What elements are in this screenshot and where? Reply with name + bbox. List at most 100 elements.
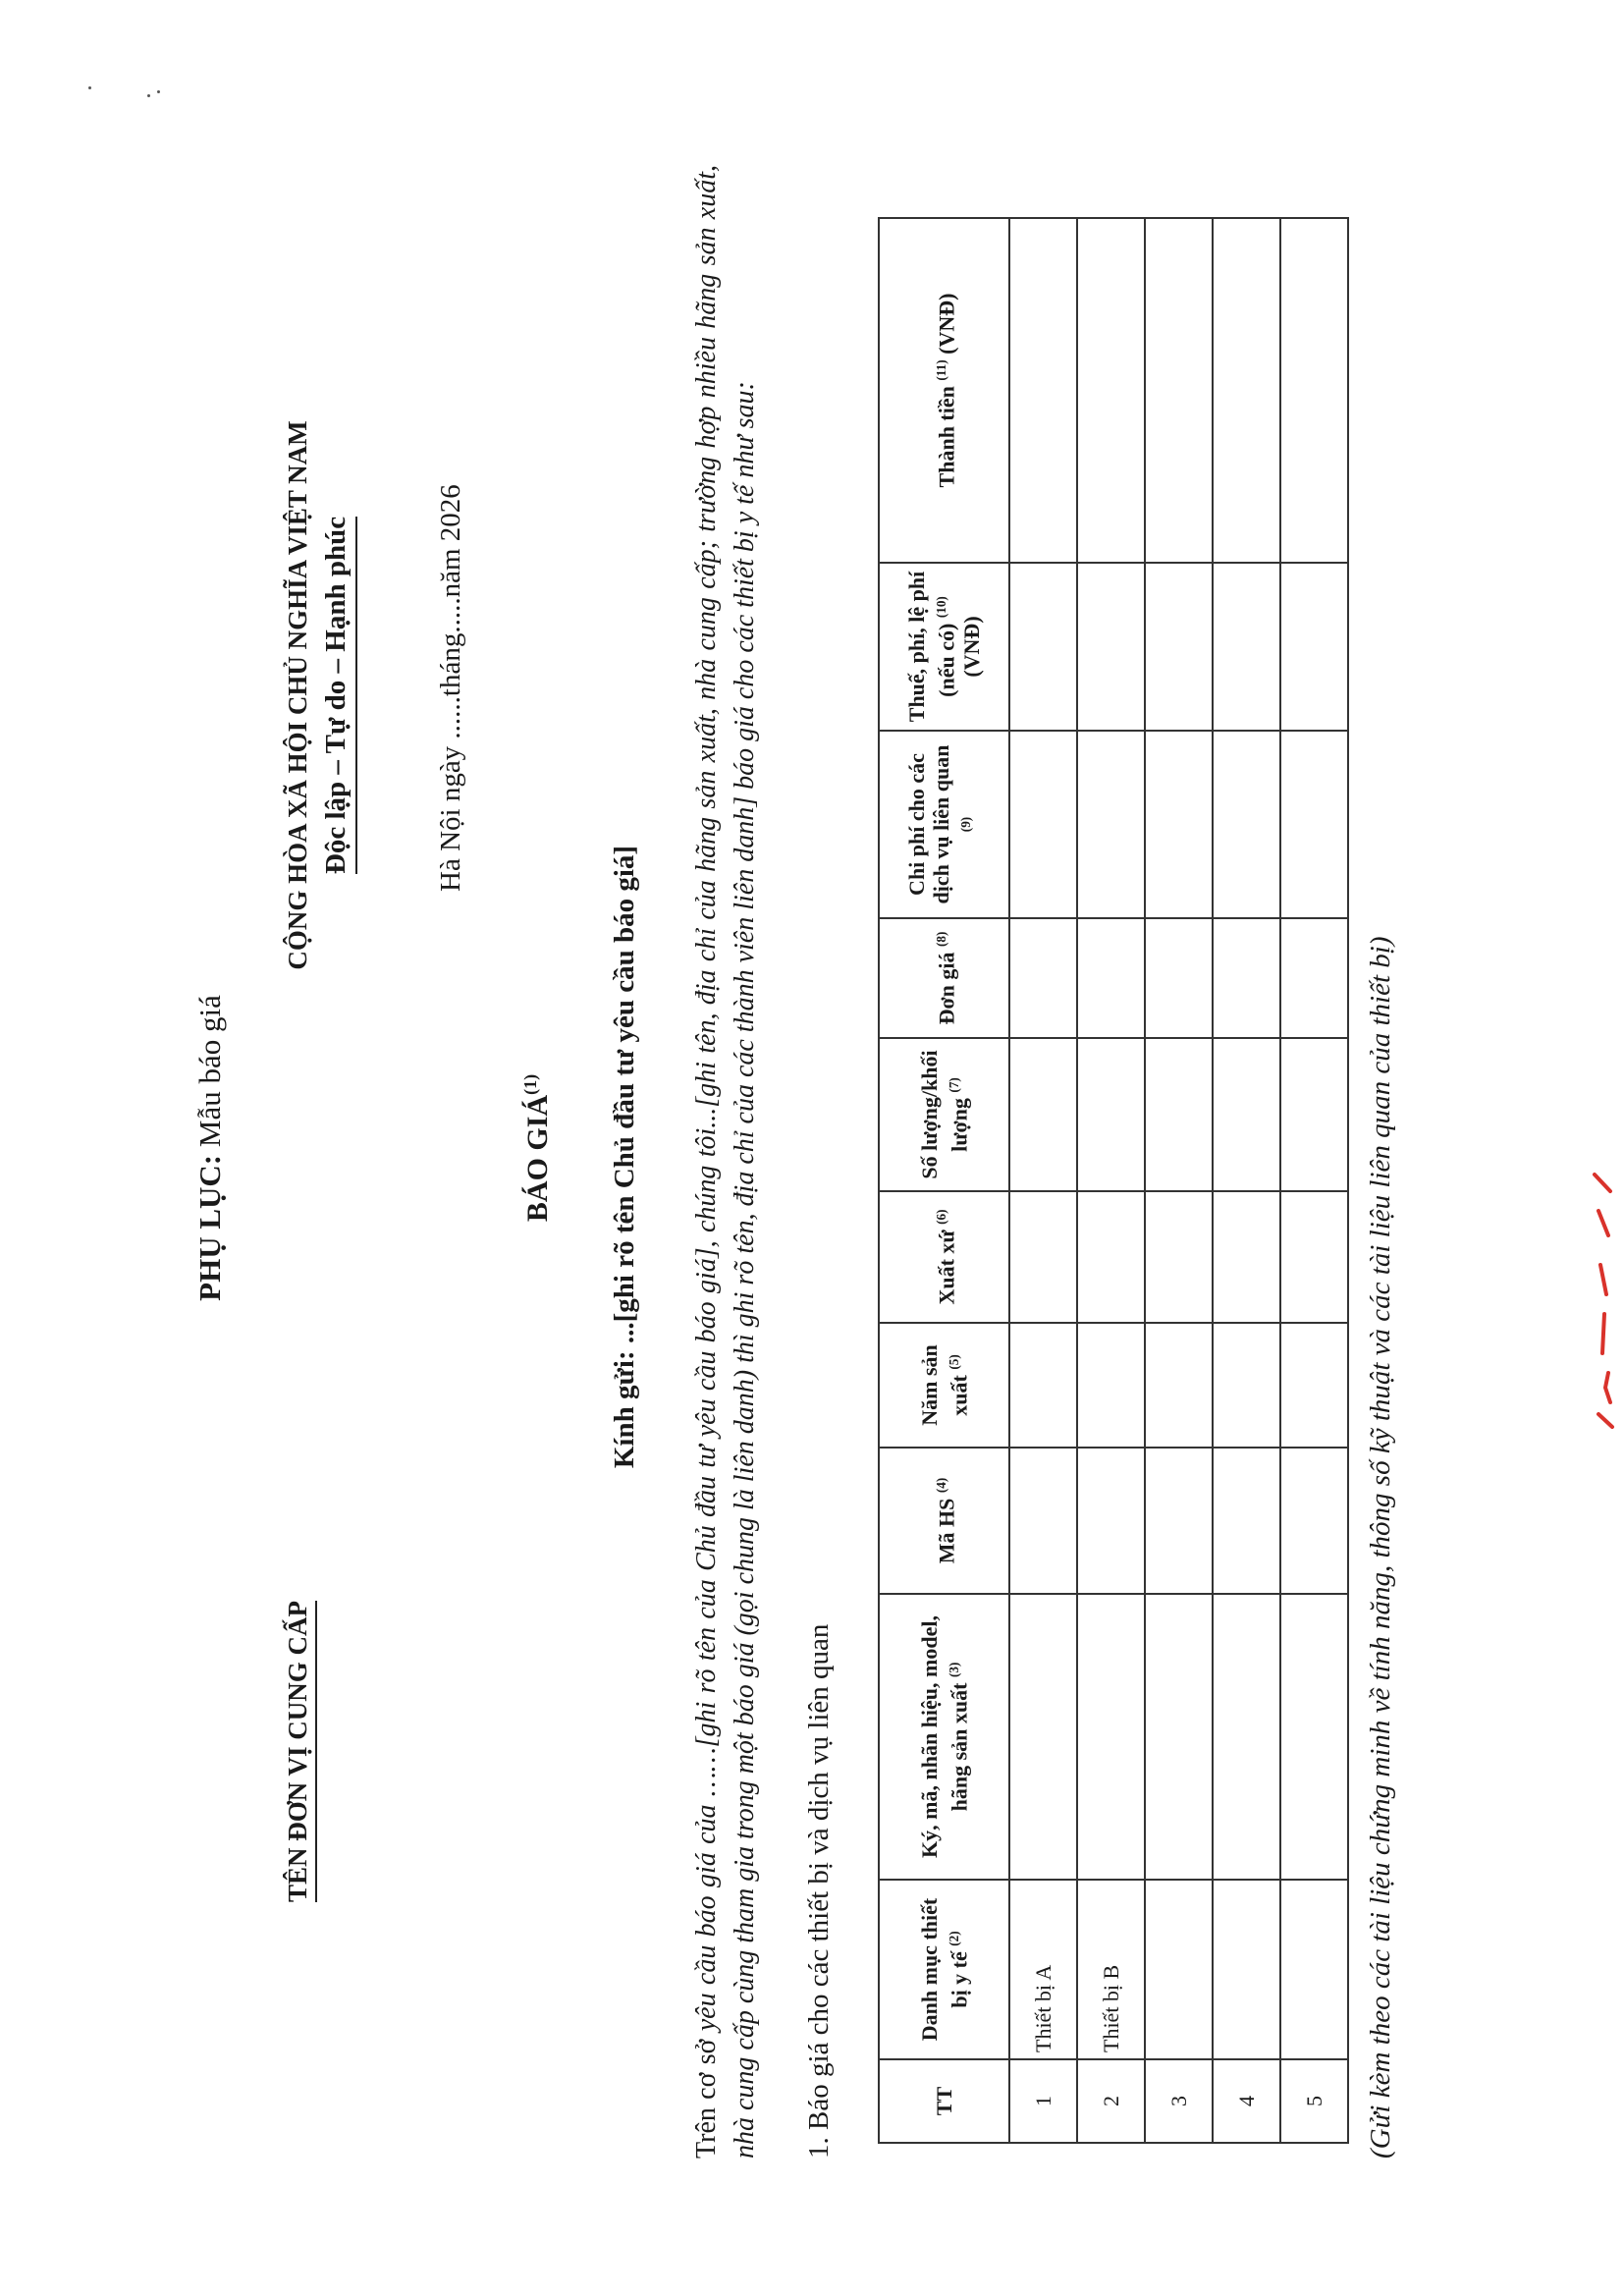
table-cell [1280, 563, 1348, 731]
quotation-table: TT Danh mục thiết bị y tế (2) Ký, mã, nhãn… [878, 217, 1349, 2144]
table-cell [1280, 218, 1348, 563]
column-header: Ký, mã, nhãn hiệu, model, hãng sản xuất … [879, 1594, 1009, 1880]
column-header: Thuế, phí, lệ phí (nếu có) (10) (VNĐ) [879, 563, 1009, 731]
table-cell [1280, 1594, 1348, 1880]
table-cell [1145, 218, 1213, 563]
table-cell [1009, 1323, 1077, 1448]
table-cell [1009, 1191, 1077, 1323]
column-header-label: Thành tiền [934, 386, 959, 488]
scan-speck [157, 90, 160, 93]
column-header-label: Đơn giá [934, 952, 959, 1025]
table-cell [1009, 731, 1077, 918]
recipient-line: Kính gửi: ...[ghi rõ tên Chủ đầu tư yêu … [609, 845, 640, 1469]
table-cell [1145, 1594, 1213, 1880]
table-cell [1077, 563, 1145, 731]
table-cell [1280, 1448, 1348, 1594]
table-row: 5 [1280, 218, 1348, 2143]
table-cell [1009, 1594, 1077, 1880]
column-header: Danh mục thiết bị y tế (2) [879, 1880, 1009, 2059]
column-header: Năm sản xuất (5) [879, 1323, 1009, 1448]
table-cell [1077, 1191, 1145, 1323]
table-cell [1009, 218, 1077, 563]
column-header-label: Mã HS [934, 1498, 959, 1564]
table-cell [1213, 918, 1280, 1038]
table-cell [1280, 1323, 1348, 1448]
table-cell [1145, 1191, 1213, 1323]
column-header-note: (3) [946, 1662, 961, 1678]
place-date: Hà Nội ngày ......tháng.....năm 2026 [435, 484, 466, 892]
column-header-note: (4) [934, 1477, 949, 1494]
row-number: 1 [1009, 2059, 1077, 2143]
row-number: 4 [1213, 2059, 1280, 2143]
table-cell [1077, 218, 1145, 563]
scan-speck [88, 86, 91, 89]
table-cell [1077, 1594, 1145, 1880]
table-cell [1145, 563, 1213, 731]
column-header-label: Số lượng/khối lượng [916, 1050, 972, 1179]
table-cell [1077, 1038, 1145, 1191]
table-cell [1077, 918, 1145, 1038]
column-header-unit: (VNĐ) [958, 616, 984, 678]
table-cell [1009, 1448, 1077, 1594]
table-cell [1009, 563, 1077, 731]
table-cell [1213, 1448, 1280, 1594]
table-cell [1280, 1191, 1348, 1323]
row-number: 2 [1077, 2059, 1145, 2143]
column-header-label: Xuất xứ [934, 1230, 959, 1305]
table-row: 3 [1145, 218, 1213, 2143]
appendix-title: PHỤ LỤC: Mẫu báo giá [192, 995, 227, 1301]
table-cell [1213, 731, 1280, 918]
table-cell [1213, 563, 1280, 731]
device-name: Thiết bị A [1009, 1880, 1077, 2059]
table-row: 2 Thiết bị B [1077, 218, 1145, 2143]
column-header: Xuất xứ (6) [879, 1191, 1009, 1323]
table-cell [1145, 918, 1213, 1038]
column-header-label: Năm sản xuất [916, 1344, 972, 1426]
column-header-note: (11) [934, 359, 949, 381]
column-header-note: (7) [946, 1077, 961, 1093]
row-number: 5 [1280, 2059, 1348, 2143]
column-header: Số lượng/khối lượng (7) [879, 1038, 1009, 1191]
column-header-label: Danh mục thiết bị y tế [916, 1897, 972, 2042]
table-header-row: TT Danh mục thiết bị y tế (2) Ký, mã, nhãn… [879, 218, 1009, 2143]
scan-speck [147, 94, 150, 97]
column-header-note: (8) [934, 931, 949, 947]
device-name [1280, 1880, 1348, 2059]
document-title: BÁO GIÁ(1) [520, 1073, 554, 1223]
column-header-note: (10) [934, 596, 949, 619]
column-header-note: (5) [946, 1354, 961, 1370]
column-header: Đơn giá (8) [879, 918, 1009, 1038]
table-cell [1145, 1323, 1213, 1448]
national-title: CỘNG HÒA XÃ HỘI CHỦ NGHĨA VIỆT NAM [283, 420, 312, 970]
table-cell [1280, 1038, 1348, 1191]
table-row: 1 Thiết bị A [1009, 218, 1077, 2143]
table-cell [1145, 731, 1213, 918]
column-header: Mã HS (4) [879, 1448, 1009, 1594]
table-cell [1213, 1594, 1280, 1880]
column-header-label: TT [932, 2086, 956, 2116]
column-header-label: Ký, mã, nhãn hiệu, model, hãng sản xuất [916, 1615, 972, 1858]
table-cell [1213, 1038, 1280, 1191]
column-header-label: Chi phí cho các dịch vụ liên quan [904, 744, 954, 904]
table-cell [1145, 1448, 1213, 1594]
table-cell [1009, 918, 1077, 1038]
table-cell [1077, 1323, 1145, 1448]
table-cell [1213, 1323, 1280, 1448]
device-name: Thiết bị B [1077, 1880, 1145, 2059]
column-header-note: (6) [934, 1209, 949, 1225]
column-header: Thành tiền (11) (VNĐ) [879, 218, 1009, 563]
table-cell [1145, 1038, 1213, 1191]
column-header: Chi phí cho các dịch vụ liên quan (9) [879, 731, 1009, 918]
table-row: 4 [1213, 218, 1280, 2143]
attachment-note: (Gửi kèm theo các tài liệu chứng minh về… [1365, 936, 1396, 2159]
national-motto: Độc lập – Tự do – Hạnh phúc [320, 302, 357, 1088]
table-cell [1009, 1038, 1077, 1191]
table-cell [1280, 731, 1348, 918]
column-header-note: (2) [946, 1931, 961, 1946]
section-heading: 1. Báo giá cho các thiết bị và dịch vụ l… [803, 1623, 835, 2159]
red-stamp-mark [1593, 1173, 1614, 1429]
device-name [1145, 1880, 1213, 2059]
table-cell [1077, 1448, 1145, 1594]
column-header-note: (9) [958, 816, 974, 833]
